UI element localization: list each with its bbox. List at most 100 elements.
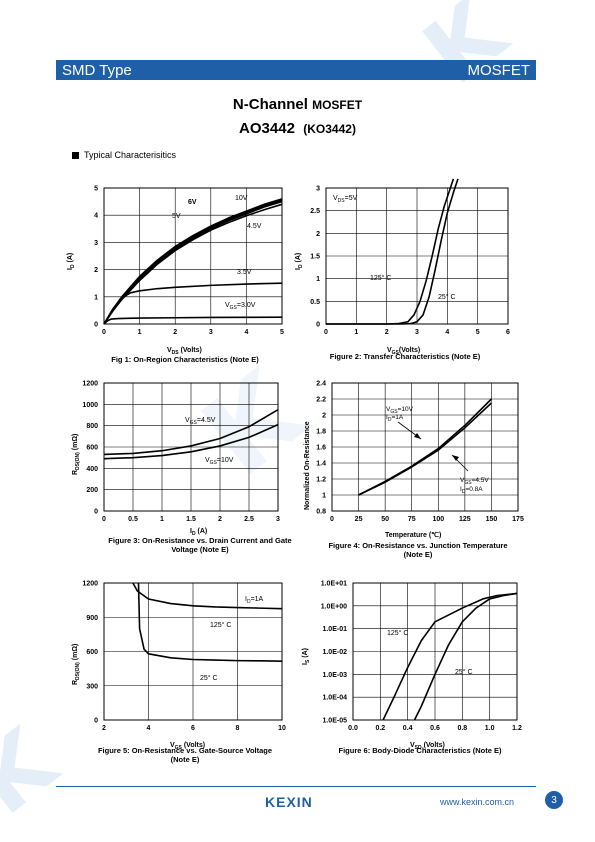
fig3-xticks: 0 0.5 1 1.5 2 2.5 3 <box>102 516 280 523</box>
fig5-label-125c: 125° C <box>210 621 231 629</box>
fig3-xtick-label: 3 <box>276 516 280 523</box>
fig3-xtick-label: 2.5 <box>244 516 254 523</box>
fig4-caption-line1: Figure 4: On-Resistance vs. Junction Tem… <box>328 541 508 550</box>
fig5-svg: 2 4 6 8 10 0 300 600 900 1200 ID=1A 125° C 25° C… <box>72 581 286 752</box>
fig1-yticks: 0 1 2 3 4 5 <box>94 186 98 329</box>
fig6-series-line <box>382 592 518 721</box>
fig1-ytick-label: 1 <box>94 294 98 301</box>
fig1-label-6v: 6V <box>188 199 197 206</box>
title-small: MOSFET <box>312 98 363 112</box>
fig5-xtick-label: 6 <box>191 725 195 732</box>
fig2-ytick-label: 1 <box>316 276 320 283</box>
fig2-frame <box>325 187 509 325</box>
fig6-ytick-label: 1.0E+01 <box>321 581 347 588</box>
footer-url-link[interactable]: www.kexin.com.cn <box>440 797 515 807</box>
part-main: AO3442 <box>239 120 295 137</box>
fig6-series-line <box>413 592 518 721</box>
fig2-xtick-label: 3 <box>415 329 419 336</box>
fig1-label-10v: 10V <box>235 195 248 202</box>
fig1-ytick-label: 5 <box>94 186 98 193</box>
fig4-label-vgs45: VGS=4.5V <box>460 477 489 486</box>
fig1-svg: 0 1 2 3 4 5 0 1 2 3 4 5 10V 6V 5V 4.5V 3.5V VGS=3.… <box>67 186 284 357</box>
fig2-series <box>326 178 459 325</box>
fig4-xtick-label: 125 <box>459 516 471 523</box>
fig5-series-line <box>137 582 283 662</box>
fig5-ytick-label: 0 <box>94 718 98 725</box>
fig5-label-id: ID=1A <box>245 596 264 605</box>
fig4-ytick-label: 2.4 <box>316 381 326 388</box>
fig5-caption: Figure 5: On-Resistance vs. Gate-Source … <box>80 746 290 764</box>
fig1-ylabel: ID (A) <box>67 253 76 270</box>
fig5-series-line <box>132 582 283 610</box>
fig1-xticks: 0 1 2 3 4 5 <box>102 329 284 336</box>
fig1-label-35v: 3.5V <box>237 269 252 276</box>
fig2-xtick-label: 1 <box>354 329 358 336</box>
fig4-xtick-label: 75 <box>408 516 416 523</box>
fig3-caption-line2: Voltage (Note E) <box>171 545 229 554</box>
chart-fig4: 0 25 50 75 100 125 150 175 0.8 1 1.2 1.4 1.6 1.8 2 2.2… <box>300 375 530 545</box>
fig3-ylabel: RDS(ON) (mΩ) <box>72 434 81 475</box>
fig1-ytick-label: 4 <box>94 213 98 220</box>
doc-title: N-Channel MOSFET <box>0 96 595 113</box>
fig2-svg: 0 1 2 3 4 5 6 0 0.5 1 1.5 2 2.5 3 VDS=5V 125° C 25° … <box>295 178 510 356</box>
fig4-xtick-label: 50 <box>381 516 389 523</box>
fig4-xtick-label: 150 <box>486 516 498 523</box>
fig4-label-id08: ID=0.8A <box>460 486 483 495</box>
fig3-ytick-label: 200 <box>86 487 98 494</box>
fig4-caption-line2: (Note E) <box>403 550 433 559</box>
fig4-xtick-label: 25 <box>355 516 363 523</box>
fig4-ylabel: Normalized On-Resistance <box>304 421 311 510</box>
fig2-xtick-label: 5 <box>476 329 480 336</box>
chart-fig5: 2 4 6 8 10 0 300 600 900 1200 ID=1A 125° C 25° C… <box>60 575 295 755</box>
fig3-xtick-label: 1.5 <box>186 516 196 523</box>
fig3-svg: 0 0.5 1 1.5 2 2.5 3 0 200 400 600 800 1000 1200 VGS=… <box>72 381 280 538</box>
fig1-ytick-label: 2 <box>94 267 98 274</box>
fig4-arrowhead-b <box>452 455 459 461</box>
fig5-grid <box>103 582 283 721</box>
fig2-grid <box>325 187 509 325</box>
fig3-frame <box>103 382 279 512</box>
fig1-ytick-label: 0 <box>94 322 98 329</box>
fig3-label-vgs10: VGS=10V <box>205 457 234 466</box>
fig6-xtick-label: 1.0 <box>485 725 495 732</box>
fig6-svg: 0.0 0.2 0.4 0.6 0.8 1.0 1.2 1.0E-051.0E-041.0E… <box>302 581 522 752</box>
fig3-xtick-label: 2 <box>218 516 222 523</box>
fig6-ytick-label: 1.0E-01 <box>322 626 347 633</box>
fig1-xtick-label: 5 <box>280 329 284 336</box>
fig6-frame <box>352 582 518 721</box>
fig4-arrowhead-a <box>414 433 421 439</box>
fig2-ytick-label: 2.5 <box>310 208 320 215</box>
fig5-xtick-label: 2 <box>102 725 106 732</box>
fig1-label-5v: 5V <box>172 213 181 220</box>
fig4-ytick-label: 1.4 <box>316 461 326 468</box>
part-alt: (KO3442) <box>303 122 356 136</box>
fig1-series <box>103 198 283 325</box>
fig3-series-line <box>103 408 279 456</box>
fig4-xtick-label: 100 <box>432 516 444 523</box>
fig5-caption-line1: Figure 5: On-Resistance vs. Gate-Source … <box>97 746 273 755</box>
fig1-ytick-label: 3 <box>94 240 98 247</box>
fig1-series-line <box>103 282 283 325</box>
fig4-grid <box>331 382 519 512</box>
fig5-ylabel: RDS(ON) (mΩ) <box>72 644 81 685</box>
fig4-frame <box>331 382 519 512</box>
fig4-label-vgs10: VGS=10V <box>386 406 414 415</box>
fig5-caption-line2: (Note E) <box>170 755 200 764</box>
fig2-xtick-label: 4 <box>445 329 449 336</box>
fig5-xtick-label: 4 <box>147 725 151 732</box>
fig1-grid <box>103 187 283 325</box>
fig2-xlabel: VGS(Volts) <box>387 347 420 356</box>
fig5-ytick-label: 1200 <box>82 581 98 588</box>
fig6-grid <box>352 582 518 721</box>
fig1-label-vgs: VGS=3.0V <box>225 302 256 311</box>
fig1-series-line <box>103 316 283 325</box>
fig2-label-25c: 25° C <box>438 293 456 301</box>
fig2-caption: Figure 2: Transfer Characteristics (Note… <box>329 352 481 361</box>
fig5-ytick-label: 900 <box>86 615 98 622</box>
fig5-frame <box>103 582 283 721</box>
fig1-caption: Fig 1: On-Region Characteristics (Note E… <box>111 355 259 364</box>
fig3-yticks: 0 200 400 600 800 1000 1200 <box>82 381 98 516</box>
chart-fig1: 0 1 2 3 4 5 0 1 2 3 4 5 10V 6V 5V 4.5V 3.5V VGS=3.… <box>60 180 295 360</box>
fig5-ytick-label: 300 <box>86 683 98 690</box>
fig6-xtick-label: 0.6 <box>430 725 440 732</box>
